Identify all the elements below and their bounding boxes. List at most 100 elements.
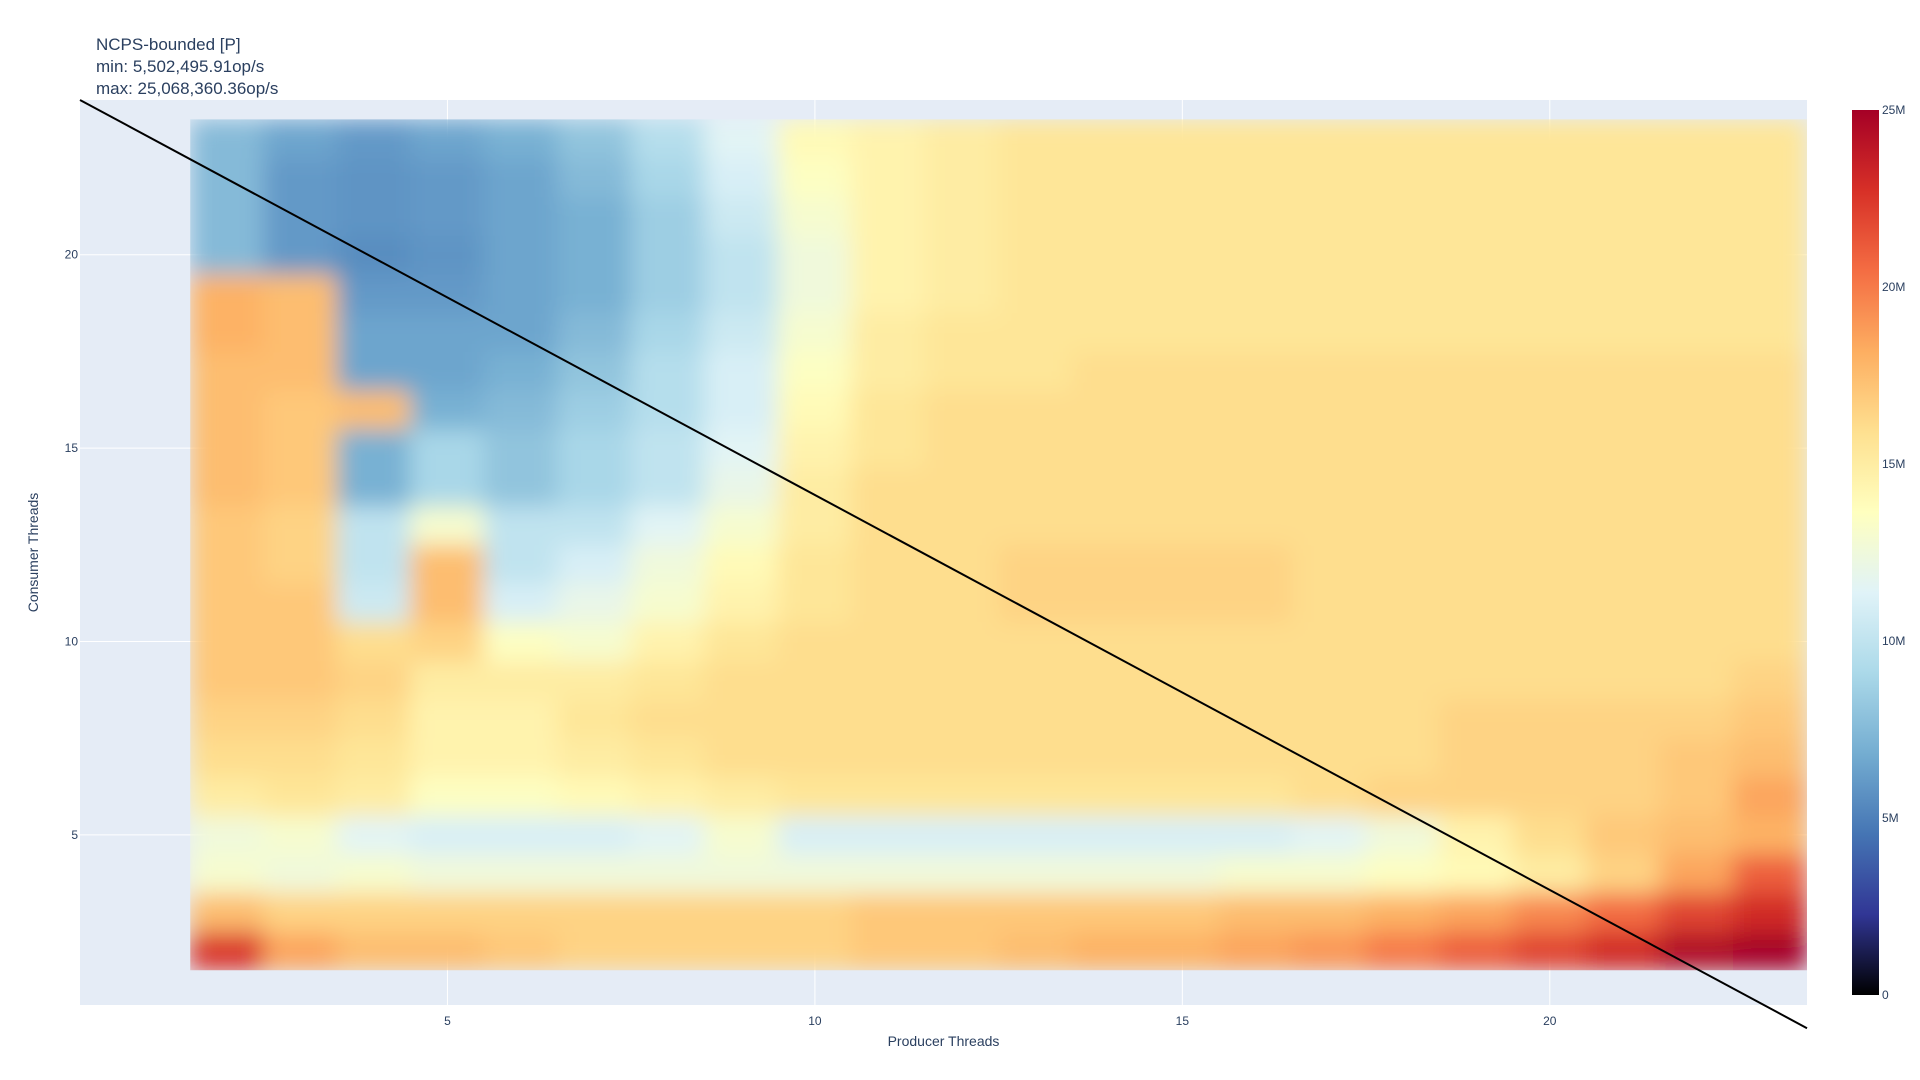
- heatmap-cell: [1733, 234, 1808, 275]
- heatmap-cell: [1365, 698, 1441, 739]
- x-tick-label: 10: [808, 1014, 822, 1028]
- heatmap-cell: [1292, 931, 1367, 971]
- heatmap-cell: [1071, 466, 1147, 507]
- heatmap-cell: [630, 312, 706, 352]
- heatmap-cell: [336, 582, 412, 623]
- heatmap-cell: [1292, 892, 1367, 933]
- heatmap-cell: [1365, 234, 1441, 275]
- heatmap-cell: [1071, 931, 1147, 971]
- heatmap-cell: [777, 737, 853, 778]
- heatmap-cell: [483, 466, 559, 507]
- heatmap-cell: [557, 698, 632, 739]
- heatmap-cell: [1218, 466, 1294, 507]
- heatmap-cell: [630, 776, 706, 816]
- heatmap-cell: [630, 196, 706, 236]
- heatmap-cell: [998, 544, 1073, 584]
- heatmap-cell: [190, 582, 265, 623]
- heatmap-cell: [1733, 157, 1808, 198]
- heatmap-cell: [777, 196, 853, 236]
- heatmap-cell: [851, 582, 926, 623]
- heatmap-cell: [924, 389, 1000, 430]
- y-tick-label: 10: [65, 634, 79, 648]
- heatmap-cell: [1439, 582, 1514, 623]
- heatmap-cell: [998, 892, 1073, 933]
- heatmap-cell: [263, 660, 338, 700]
- heatmap-cell: [1659, 466, 1735, 507]
- heatmap-cell: [1439, 273, 1514, 314]
- heatmap-cell: [410, 698, 485, 739]
- heatmap-cell: [1218, 814, 1294, 855]
- heatmap-cell: [851, 466, 926, 507]
- heatmap-cell: [704, 234, 779, 275]
- heatmap-cell: [483, 698, 559, 739]
- heatmap-cell: [483, 273, 559, 314]
- heatmap-cell: [924, 892, 1000, 933]
- heatmap-cell: [1733, 737, 1808, 778]
- heatmap-cell: [630, 119, 706, 159]
- heatmap-cell: [1733, 428, 1808, 468]
- heatmap-cell: [1218, 776, 1294, 816]
- heatmap-cell: [630, 621, 706, 662]
- x-tick-label: 5: [444, 1014, 451, 1028]
- heatmap-cell: [1586, 157, 1661, 198]
- heatmap-cell: [1512, 737, 1588, 778]
- heatmap-cell: [998, 196, 1073, 236]
- heatmap-cell: [1439, 660, 1514, 700]
- chart-title: NCPS-bounded [P]: [96, 35, 241, 54]
- heatmap-cell: [1218, 312, 1294, 352]
- heatmap-cell: [1659, 350, 1735, 391]
- heatmap-cell: [1365, 505, 1441, 546]
- x-axis-ticks: 5 10 15 20: [444, 1014, 1557, 1028]
- heatmap-cell: [410, 466, 485, 507]
- heatmap-cell: [336, 892, 412, 933]
- heatmap-cell: [1659, 582, 1735, 623]
- heatmap-cell: [263, 466, 338, 507]
- heatmap-cell: [1586, 312, 1661, 352]
- heatmap-cell: [1439, 466, 1514, 507]
- heatmap-cell: [851, 892, 926, 933]
- heatmap-cell: [777, 234, 853, 275]
- heatmap-cell: [1218, 234, 1294, 275]
- heatmap-cell: [1512, 931, 1588, 971]
- y-tick-label: 15: [65, 441, 79, 455]
- heatmap-cell: [1292, 273, 1367, 314]
- heatmap-cell: [1218, 119, 1294, 159]
- heatmap-cell: [1439, 776, 1514, 816]
- heatmap-cell: [1292, 466, 1367, 507]
- heatmap-cell: [1659, 737, 1735, 778]
- heatmap-cell: [1292, 776, 1367, 816]
- heatmap-cell: [630, 698, 706, 739]
- heatmap-cell: [1218, 737, 1294, 778]
- heatmap-cell: [998, 776, 1073, 816]
- heatmap-cell: [1292, 234, 1367, 275]
- heatmap-cell: [483, 389, 559, 430]
- heatmap-cell: [1733, 892, 1808, 933]
- heatmap-cell: [924, 776, 1000, 816]
- heatmap-cell: [336, 776, 412, 816]
- heatmap-cell: [1586, 698, 1661, 739]
- heatmap-cell: [924, 234, 1000, 275]
- heatmap-cell: [1439, 621, 1514, 662]
- heatmap-cell: [924, 157, 1000, 198]
- heatmap-cell: [1439, 737, 1514, 778]
- heatmap-cell: [336, 157, 412, 198]
- heatmap-cell: [777, 350, 853, 391]
- heatmap-cell: [704, 853, 779, 894]
- heatmap-cell: [1512, 350, 1588, 391]
- heatmap-cell: [1512, 814, 1588, 855]
- heatmap-cell: [263, 582, 338, 623]
- heatmap-cell: [190, 119, 265, 159]
- colorbar-tick-label: 0: [1882, 988, 1889, 1002]
- heatmap-cell: [410, 931, 485, 971]
- heatmap-cell: [1586, 853, 1661, 894]
- heatmap-cell: [1733, 660, 1808, 700]
- heatmap-cell: [1218, 428, 1294, 468]
- heatmap-cell: [1145, 892, 1220, 933]
- heatmap-cell: [630, 350, 706, 391]
- heatmap-cell: [190, 505, 265, 546]
- heatmap-cell: [1659, 157, 1735, 198]
- heatmap-cell: [336, 698, 412, 739]
- heatmap-cell: [557, 389, 632, 430]
- heatmap-cell: [336, 737, 412, 778]
- heatmap-cell: [1733, 582, 1808, 623]
